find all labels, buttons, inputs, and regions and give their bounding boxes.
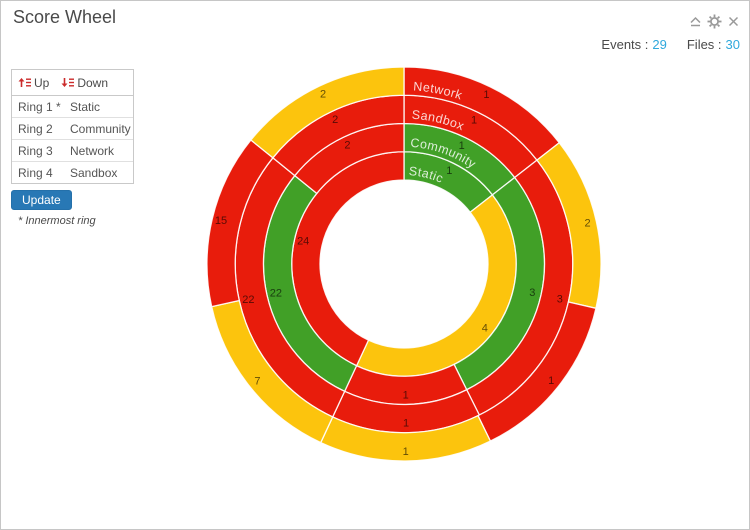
close-icon[interactable] — [726, 14, 741, 29]
segment-value: 1 — [403, 446, 409, 458]
events-value: 29 — [652, 37, 667, 52]
gear-icon[interactable] — [707, 14, 722, 29]
events-stat: Events :29 — [601, 37, 666, 52]
segment-value: 7 — [254, 376, 260, 388]
segment-value: 4 — [482, 322, 488, 334]
segment-value: 22 — [242, 294, 254, 306]
files-label: Files : — [686, 37, 722, 52]
segment-value: 1 — [403, 389, 409, 401]
move-down-icon — [61, 78, 75, 87]
ring-category: Network — [70, 143, 115, 158]
ring-row-2[interactable]: Ring 2 Community — [12, 118, 133, 140]
segment-value: 1 — [446, 165, 452, 177]
innermost-ring-footnote: * Innermost ring — [18, 215, 96, 227]
segment-value: 2 — [320, 88, 326, 100]
ring-category: Static — [70, 99, 101, 114]
segment-value: 2 — [332, 114, 338, 126]
collapse-icon[interactable] — [688, 14, 703, 29]
segment-value: 1 — [403, 418, 409, 430]
page-title: Score Wheel — [13, 7, 117, 27]
ring-table-header: Up Down — [12, 70, 133, 96]
files-value: 30 — [725, 37, 740, 52]
segment-value: 24 — [297, 236, 309, 248]
ring-number: Ring 3 — [18, 143, 53, 158]
wheel-segment-network-6[interactable] — [250, 66, 405, 159]
segment-value: 3 — [529, 287, 535, 299]
ring-row-3[interactable]: Ring 3 Network — [12, 140, 133, 162]
events-label: Events : — [601, 37, 649, 52]
move-down-label: Down — [77, 75, 109, 90]
segment-value: 1 — [459, 140, 465, 152]
ring-order-table: Up Down Ring 1 * Static Ring 2 — [11, 69, 134, 184]
window-controls — [688, 14, 741, 29]
segment-value: 1 — [471, 114, 477, 126]
segment-value: 2 — [344, 139, 350, 151]
segment-value: 15 — [215, 215, 227, 227]
move-down-button[interactable]: Down — [61, 76, 108, 90]
ring-row-4[interactable]: Ring 4 Sandbox — [12, 162, 133, 183]
segment-value: 2 — [584, 217, 590, 229]
ring-row-1[interactable]: Ring 1 * Static — [12, 96, 133, 118]
ring-number: Ring 2 — [18, 121, 53, 136]
files-stat: Files :30 — [687, 37, 740, 52]
move-up-icon — [18, 78, 31, 87]
segment-value: 1 — [483, 89, 489, 101]
move-up-label: Up — [34, 75, 50, 90]
ring-category: Community — [70, 121, 131, 136]
stats-row: Events :29 Files :30 — [601, 37, 740, 52]
move-up-button[interactable]: Up — [18, 76, 49, 90]
segment-value: 1 — [548, 375, 554, 387]
segment-value: 3 — [557, 293, 563, 305]
ring-category: Sandbox — [70, 165, 118, 180]
ring-number: Ring 1 * — [18, 99, 61, 114]
update-button[interactable]: Update — [11, 190, 72, 210]
ring-number: Ring 4 — [18, 165, 53, 180]
segment-value: 22 — [270, 288, 282, 300]
